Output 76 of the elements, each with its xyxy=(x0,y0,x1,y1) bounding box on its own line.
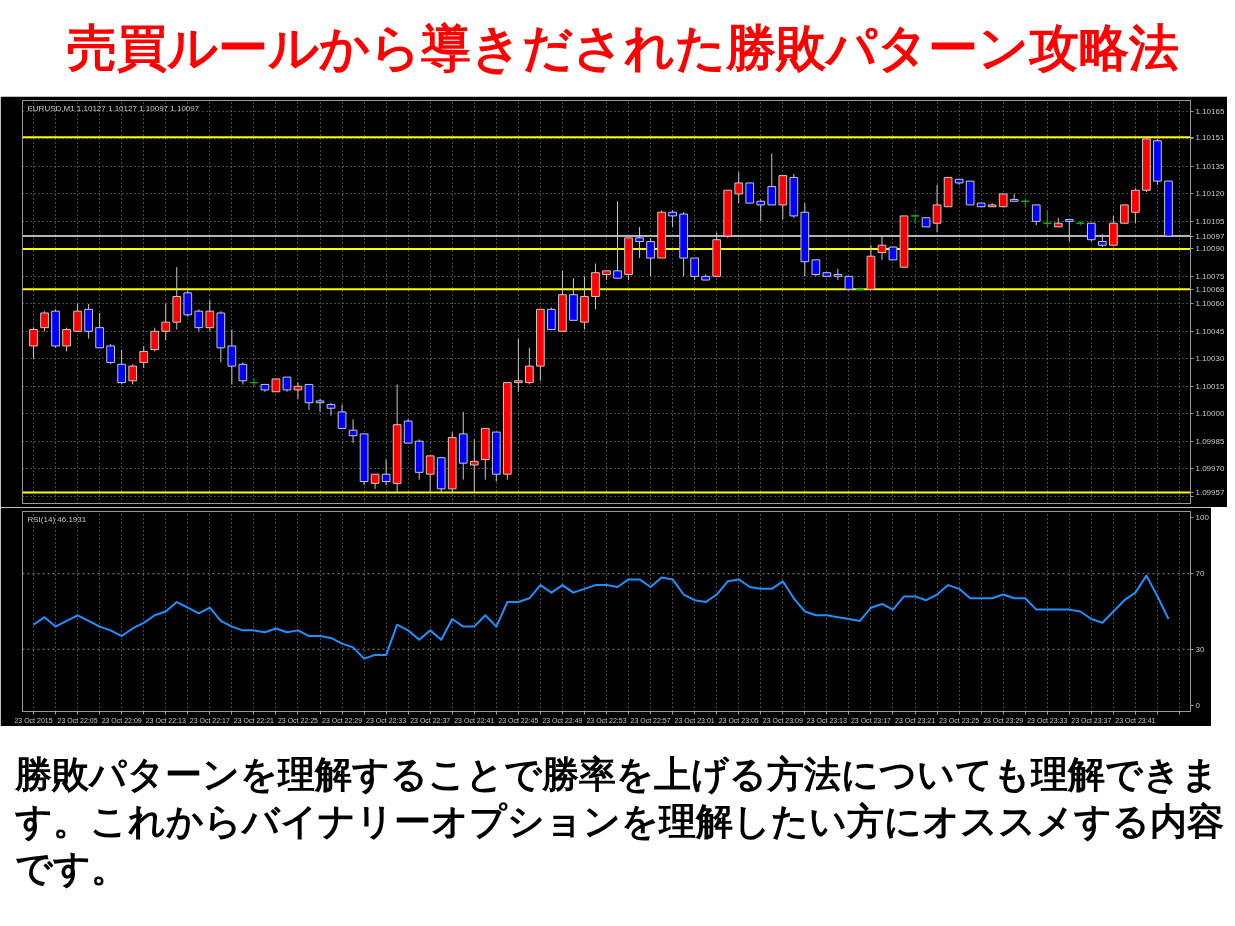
candlestick xyxy=(315,398,325,413)
candlestick xyxy=(469,438,479,494)
candlestick xyxy=(381,459,391,486)
y-tick-label: 1.10075 xyxy=(1195,271,1225,281)
chart-title: RSI(14) 46.1931 xyxy=(27,514,87,524)
y-tick-label: 1.10165 xyxy=(1195,106,1225,116)
candlestick xyxy=(591,263,600,310)
y-tick-label: 30 xyxy=(1195,644,1205,654)
candlestick xyxy=(965,180,975,206)
candlestick xyxy=(910,215,920,224)
y-tick-label: 70 xyxy=(1195,569,1205,579)
candlestick xyxy=(73,303,82,332)
candlestick xyxy=(183,290,193,318)
candlestick xyxy=(139,345,149,369)
candlestick xyxy=(304,383,314,411)
y-tick-label: 1.10045 xyxy=(1195,326,1225,336)
y-tick-label: 0 xyxy=(1195,701,1201,711)
candlestick xyxy=(425,455,435,494)
candlestick xyxy=(337,404,347,429)
candlestick xyxy=(128,363,138,385)
ref-line-label: 1.10151 xyxy=(1195,132,1225,142)
candlestick xyxy=(1131,187,1140,224)
y-tick-label: 1.10105 xyxy=(1195,216,1225,226)
candlestick xyxy=(95,312,104,349)
candlestick xyxy=(613,200,622,279)
candlestick xyxy=(106,343,116,365)
candlestick xyxy=(1031,204,1041,226)
candlestick xyxy=(29,327,38,360)
candlestick xyxy=(161,303,171,341)
y-tick-label: 1.10120 xyxy=(1195,189,1225,199)
annotation: EURUSD,M1 1.10127 1.10127 1.10097 1.10097 xyxy=(27,103,200,113)
y-tick-label: 1.10015 xyxy=(1195,381,1225,391)
line-series xyxy=(32,574,1170,660)
candlestick xyxy=(326,402,336,417)
candlestick xyxy=(932,184,942,233)
candlestick xyxy=(646,237,655,277)
candlestick xyxy=(238,361,248,385)
candlestick xyxy=(1120,204,1129,224)
candlestick xyxy=(62,327,71,352)
text: 勝敗パターンを理解することで勝率を上げる方法についても理解できます。これからバイナリーオプションを理解したい方にオススメする内容です。 xyxy=(15,753,1225,891)
candlestick xyxy=(525,347,534,385)
candlestick xyxy=(547,307,556,330)
y-tick-label: 1.10060 xyxy=(1195,299,1225,309)
candlestick xyxy=(1109,215,1118,246)
candlestick xyxy=(756,198,766,222)
y-tick-label: 100 xyxy=(1195,512,1210,522)
candlestick xyxy=(513,338,523,393)
candlestick xyxy=(40,310,49,332)
candlestick xyxy=(205,299,215,332)
candlestick xyxy=(635,226,644,259)
candlestick xyxy=(150,327,160,352)
candlestick xyxy=(117,349,127,385)
y-tick-label: 1.09970 xyxy=(1195,464,1225,474)
y-tick-label: 1.10030 xyxy=(1195,354,1225,364)
candlestick xyxy=(745,182,755,204)
candlestick xyxy=(403,418,413,444)
candlestick xyxy=(84,303,93,340)
y-tick-label: 1.10000 xyxy=(1195,409,1225,419)
candlestick xyxy=(293,382,303,400)
candlestick xyxy=(227,328,237,385)
candlestick xyxy=(877,235,887,261)
candlestick xyxy=(348,418,358,444)
candlestick xyxy=(767,153,777,206)
candlestick xyxy=(690,257,700,281)
candlestick xyxy=(833,268,843,281)
candlestick xyxy=(1086,222,1096,243)
y-tick-label: 1.10135 xyxy=(1195,161,1225,171)
ref-line-label: 1.10068 xyxy=(1195,284,1225,294)
ref-line-label: 1.10090 xyxy=(1195,244,1225,254)
ref-line-label: 1.10097 xyxy=(1195,231,1225,241)
candlestick xyxy=(194,308,204,332)
y-tick-label: 1.09985 xyxy=(1195,436,1225,446)
chart-title: 売買ルールから導きだされた勝敗パターン攻略法 xyxy=(66,19,1179,78)
candlestick xyxy=(1064,219,1074,243)
candlestick xyxy=(734,171,744,204)
ref-line-label: 1.09957 xyxy=(1195,488,1225,498)
